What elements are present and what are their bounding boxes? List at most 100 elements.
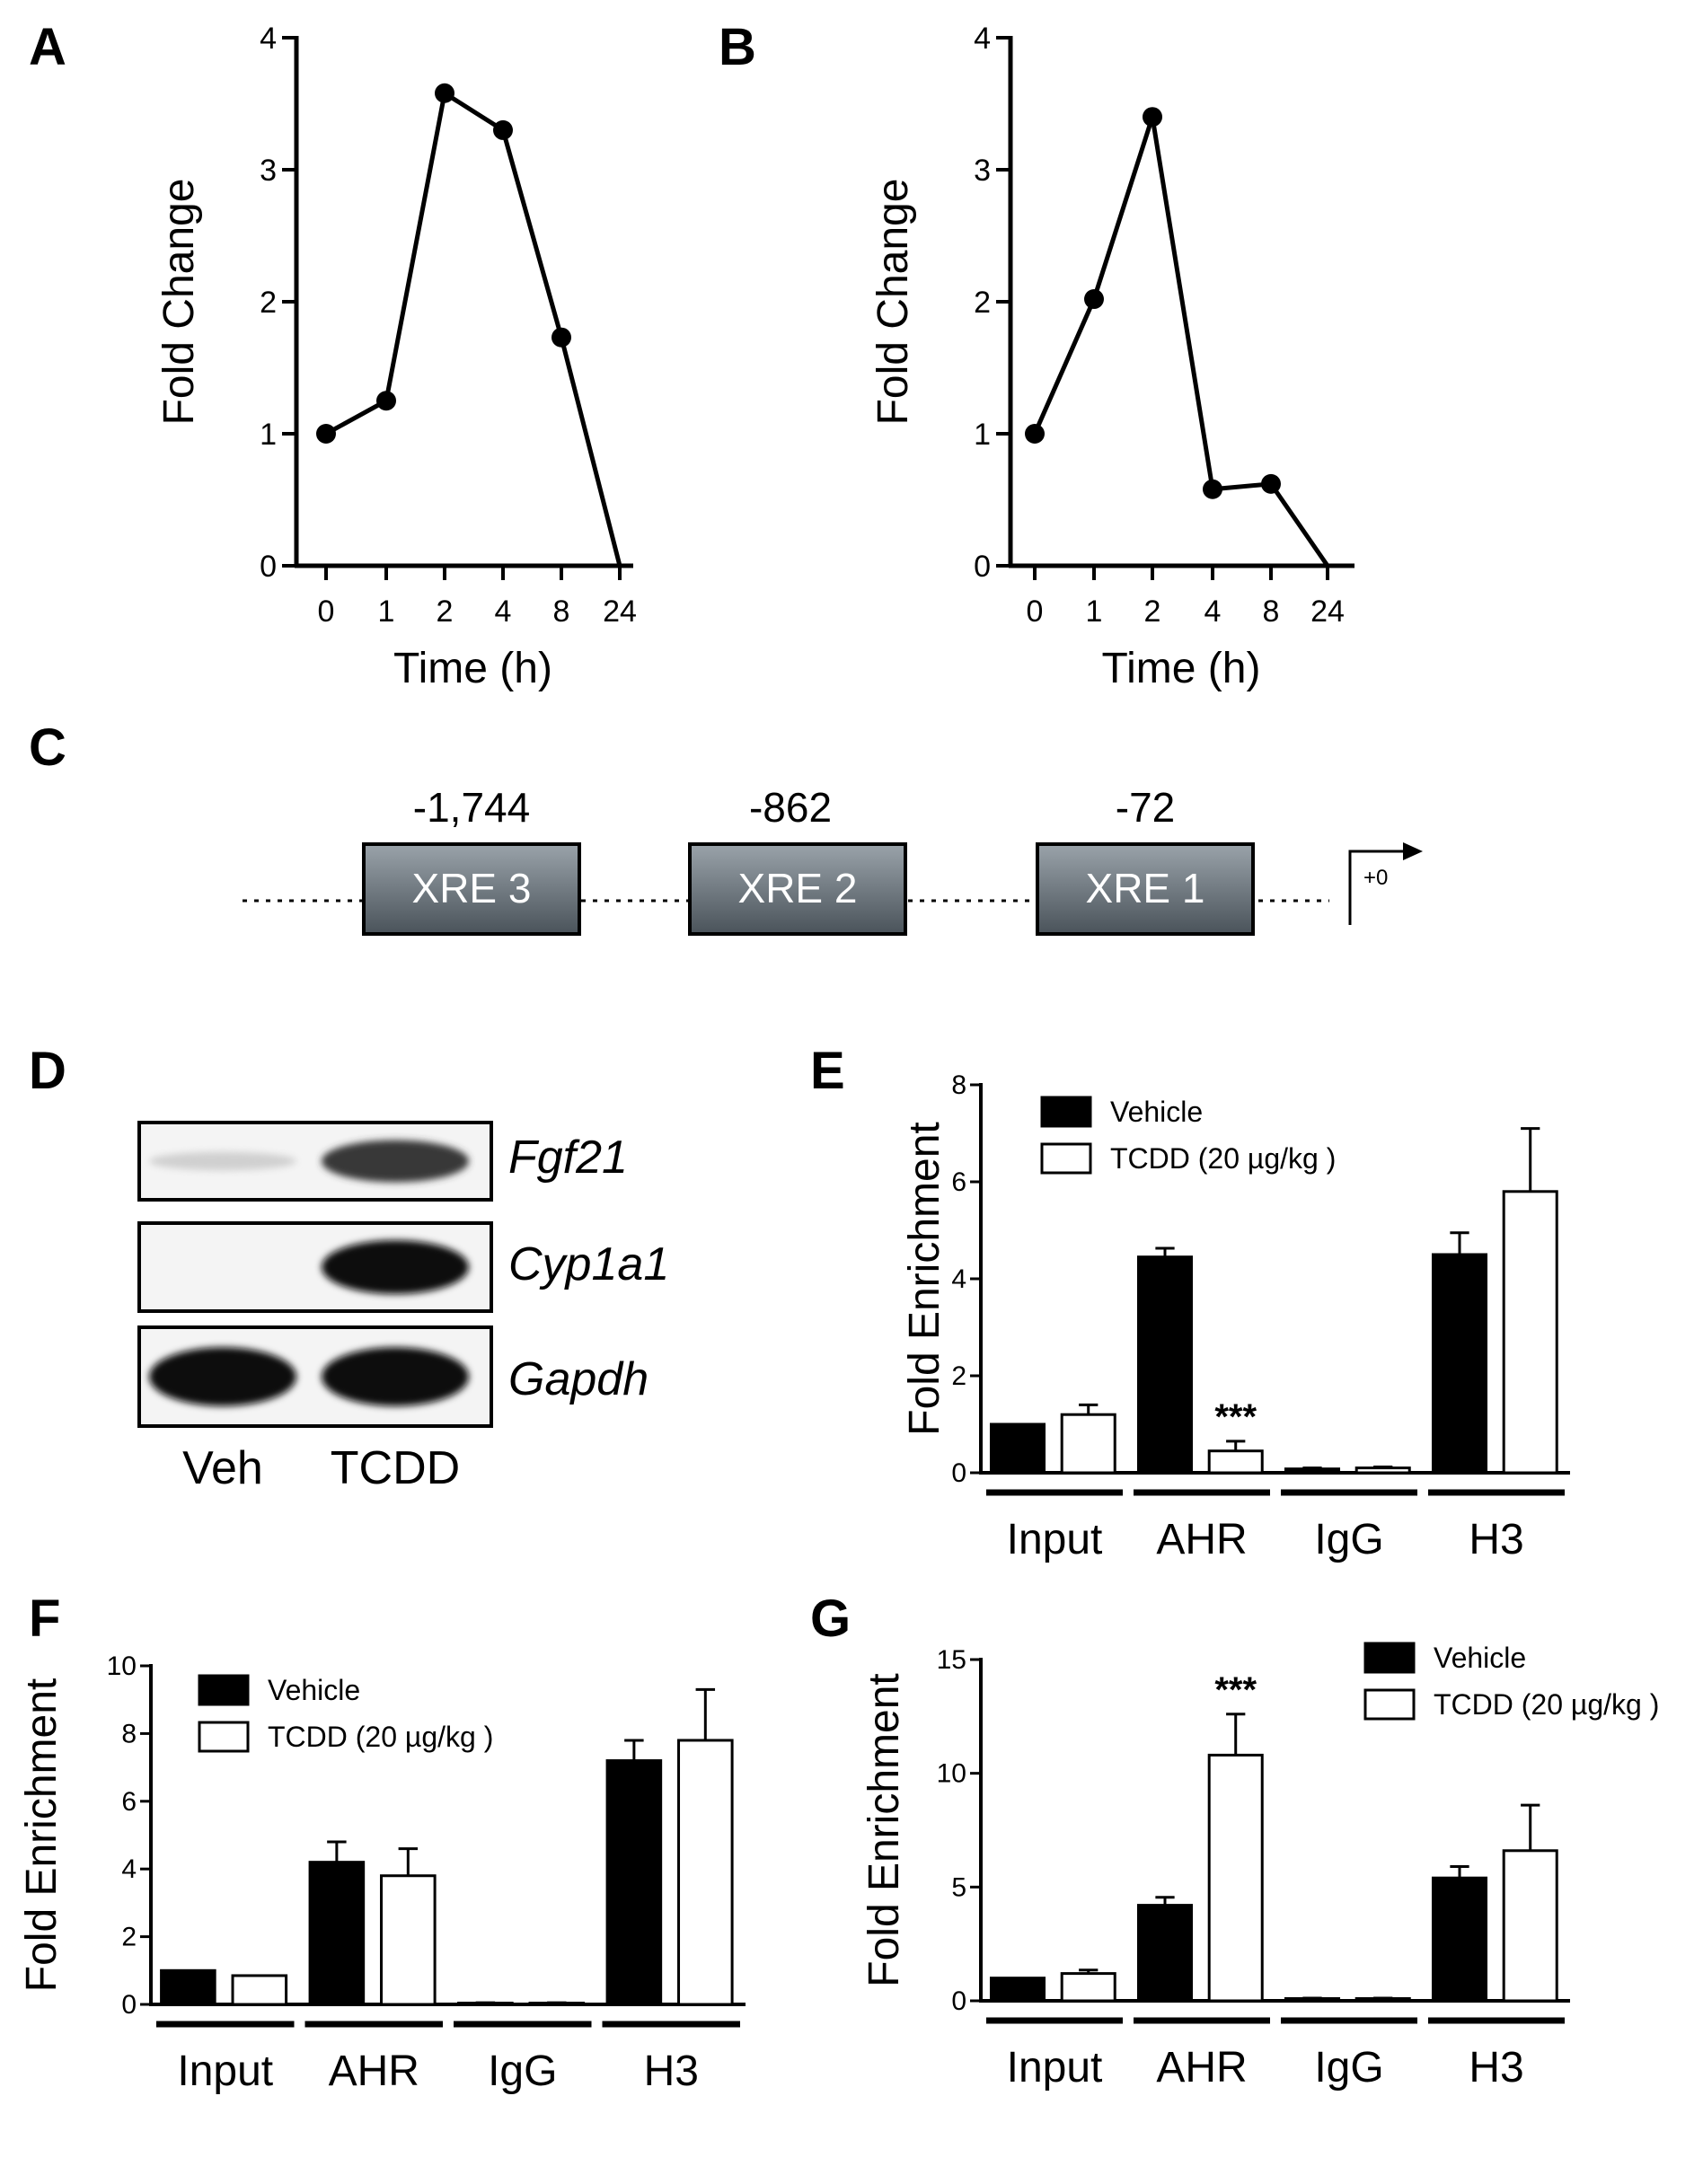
chart-g-legend-swatch bbox=[1363, 1642, 1416, 1674]
chart-a-y-axis-label: Fold Change bbox=[155, 179, 203, 426]
chart-a-data-point bbox=[435, 83, 454, 103]
chart-b-x-tick-label: 4 bbox=[1204, 594, 1222, 629]
chart-g-legend-swatch bbox=[1363, 1688, 1416, 1721]
chart-f-bar bbox=[677, 1739, 734, 2006]
chart-e-category-label: IgG bbox=[1314, 1516, 1383, 1563]
panel-label-c: C bbox=[29, 718, 66, 777]
chart-a-x-tick-label: 4 bbox=[495, 594, 512, 629]
chart-f-y-tick-label: 4 bbox=[121, 1854, 137, 1884]
chart-g-category-label: Input bbox=[1007, 2044, 1103, 2092]
gel-band bbox=[322, 1347, 469, 1406]
chart-a-x-axis-label: Time (h) bbox=[393, 645, 552, 692]
chart-b-y-tick-label: 2 bbox=[974, 286, 991, 320]
xre-2-box: XRE 2 -862 bbox=[688, 784, 907, 936]
chart-a-y-tick-label: 3 bbox=[260, 154, 277, 188]
chart-b-y-axis-label: Fold Change bbox=[869, 179, 917, 426]
chart-a-data-point bbox=[376, 391, 396, 411]
gel-gene-cyp1a1: Cyp1a1 bbox=[508, 1238, 669, 1290]
chart-e-bar bbox=[1060, 1413, 1116, 1475]
chart-f-y-axis-label: Fold Enrichment bbox=[18, 1678, 66, 1992]
gel-band bbox=[322, 1140, 469, 1183]
chart-g-bar bbox=[1136, 1904, 1194, 2003]
chart-a-y-tick-label: 4 bbox=[260, 22, 277, 56]
chart-f-y-tick-label: 2 bbox=[121, 1923, 137, 1952]
chart-f-bar bbox=[380, 1874, 437, 2006]
chart-a-data-point bbox=[551, 327, 571, 348]
chart-a-x-tick-label: 0 bbox=[318, 594, 335, 629]
xre-2-label: XRE 2 bbox=[738, 865, 858, 911]
chart-a-x-tick-label: 8 bbox=[553, 594, 570, 629]
chart-e-significance-label: *** bbox=[1214, 1397, 1257, 1437]
chart-g-legend-label: TCDD (20 µg/kg ) bbox=[1434, 1688, 1659, 1721]
chart-g-category-label: AHR bbox=[1156, 2044, 1247, 2092]
chart-g-y-tick-label: 15 bbox=[937, 1645, 966, 1675]
chart-b-x-tick-label: 24 bbox=[1310, 594, 1345, 629]
panel-label-a: A bbox=[29, 18, 66, 76]
chart-f-legend-label: TCDD (20 µg/kg ) bbox=[268, 1721, 493, 1753]
chart-e-category-label: AHR bbox=[1156, 1516, 1247, 1563]
chart-a-y-tick-label: 1 bbox=[260, 418, 277, 452]
chart-f-y-tick-label: 6 bbox=[121, 1787, 137, 1817]
chart-e-bar bbox=[1354, 1466, 1411, 1475]
chart-g-y-tick-label: 10 bbox=[937, 1759, 966, 1789]
chart-e-legend-swatch bbox=[1040, 1142, 1092, 1175]
chart-e-y-tick-label: 0 bbox=[951, 1458, 966, 1488]
chart-f-category-label: IgG bbox=[488, 2048, 557, 2095]
chart-e-bar bbox=[989, 1422, 1046, 1475]
chart-g-bar bbox=[1431, 1876, 1488, 2003]
chart-e-y-tick-label: 4 bbox=[951, 1264, 966, 1294]
chart-e-legend-label: Vehicle bbox=[1110, 1096, 1203, 1128]
chart-f-bar bbox=[231, 1974, 288, 2006]
chart-g-bar bbox=[1060, 1972, 1116, 2003]
chart-f-bar bbox=[308, 1861, 366, 2006]
panel-label-d: D bbox=[29, 1042, 66, 1100]
chart-g-bar bbox=[1207, 1753, 1264, 2003]
tss-label: +0 bbox=[1363, 866, 1388, 890]
tss-arrow-icon bbox=[1348, 842, 1423, 925]
chart-f-bar bbox=[528, 2001, 586, 2006]
chart-b-x-tick-label: 8 bbox=[1263, 594, 1280, 629]
chart-b-data-point bbox=[1143, 107, 1162, 128]
chart-e-bar bbox=[1431, 1253, 1488, 1475]
chart-b-x-tick-label: 1 bbox=[1086, 594, 1103, 629]
chart-b-data-point bbox=[1203, 479, 1222, 499]
gel-band bbox=[149, 1347, 296, 1406]
chart-f-legend-label: Vehicle bbox=[268, 1674, 360, 1706]
chart-g-category-label: IgG bbox=[1314, 2044, 1383, 2092]
chart-g-y-tick-label: 0 bbox=[951, 1986, 966, 2016]
chart-b-x-axis-label: Time (h) bbox=[1102, 645, 1261, 692]
chart-f-y-tick-label: 8 bbox=[121, 1719, 137, 1748]
chart-e-bar bbox=[1136, 1255, 1194, 1475]
chart-f-bar bbox=[605, 1759, 663, 2006]
chart-e-bar bbox=[1284, 1467, 1341, 1475]
xre-1-label: XRE 1 bbox=[1086, 865, 1205, 911]
gel-band bbox=[149, 1151, 296, 1171]
chart-e-y-axis-label: Fold Enrichment bbox=[901, 1122, 949, 1435]
chart-g-y-axis-label: Fold Enrichment bbox=[860, 1673, 908, 1986]
chart-a-x-tick-label: 24 bbox=[603, 594, 637, 629]
chart-g-y-tick-label: 5 bbox=[951, 1872, 966, 1902]
chart-a-y-tick-label: 2 bbox=[260, 286, 277, 320]
gel-lane-veh: Veh bbox=[182, 1442, 263, 1494]
chart-a-series-line bbox=[324, 89, 622, 567]
panel-label-f: F bbox=[29, 1590, 60, 1648]
chart-e-legend-label: TCDD (20 µg/kg ) bbox=[1110, 1142, 1336, 1175]
chart-b-x-tick-label: 0 bbox=[1027, 594, 1044, 629]
gel-row-box bbox=[137, 1221, 493, 1313]
xre-1-box: XRE 1 -72 bbox=[1036, 784, 1255, 936]
chart-g-fold-enrichment: 0 5 10 15 Input AHR IgG H3 *** Vehicle TCDD (20 µg… bbox=[860, 1642, 1659, 2092]
gel-band bbox=[322, 1239, 469, 1295]
gel-lane-tcdd: TCDD bbox=[331, 1442, 460, 1494]
chart-f-y-tick-label: 10 bbox=[107, 1651, 137, 1681]
xre-3-box: XRE 3 -1,744 bbox=[362, 784, 581, 936]
panel-label-e: E bbox=[810, 1042, 845, 1100]
chart-g-significance-label: *** bbox=[1214, 1670, 1257, 1710]
chart-e-fold-enrichment: 0 2 4 6 8 Input AHR IgG H3 *** Vehicle TCDD (20 µg/… bbox=[901, 1070, 1570, 1563]
chart-b-y-tick-label: 0 bbox=[974, 550, 991, 584]
panel-label-b: B bbox=[719, 18, 756, 76]
chart-g-bar bbox=[1284, 1996, 1341, 2003]
xre-3-position: -1,744 bbox=[413, 784, 530, 831]
